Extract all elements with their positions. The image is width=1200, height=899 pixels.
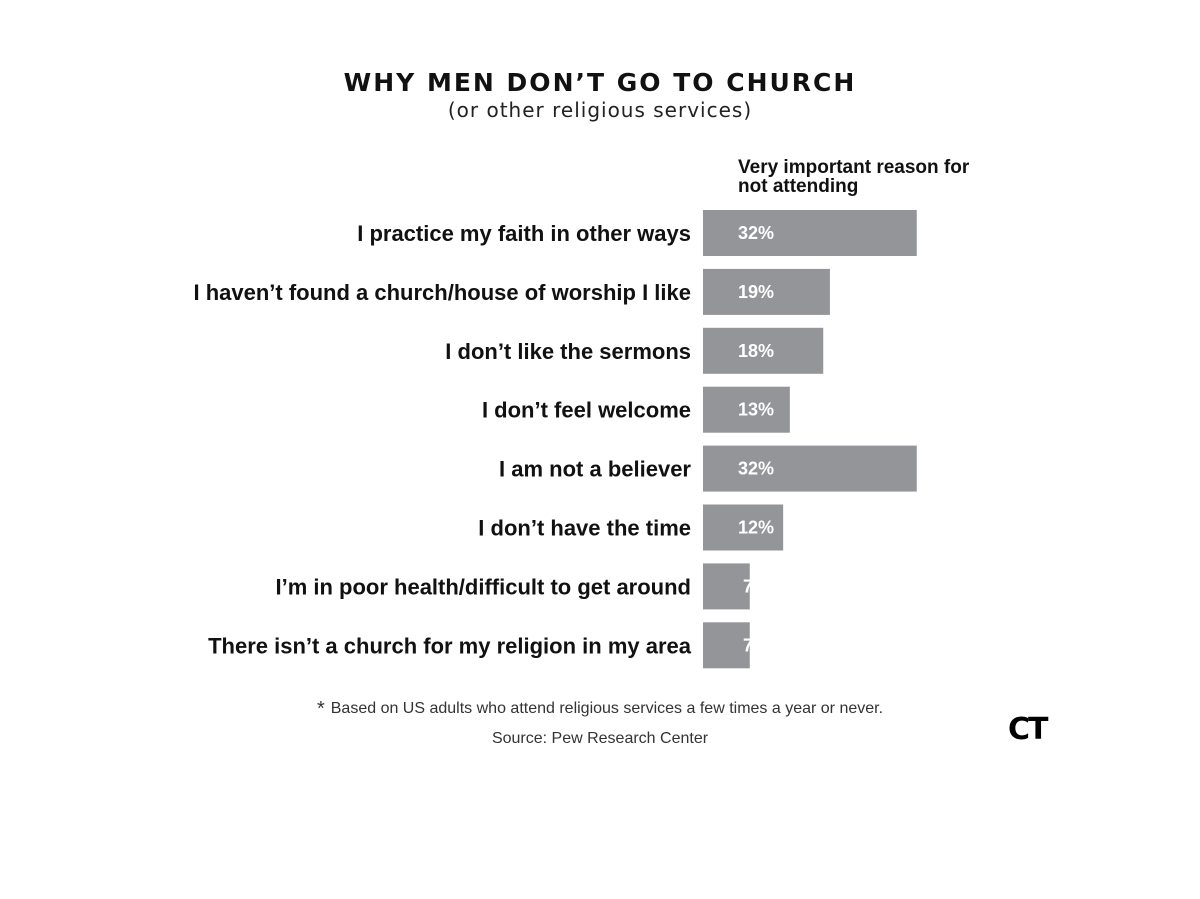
value-label-4: 13% [738,400,774,420]
bar-3 [703,327,824,374]
bar-5 [703,445,917,492]
value-label-2: 19% [738,282,774,302]
value-label-3: 18% [738,341,774,361]
bar-8 [703,622,750,669]
category-label-3: I don’t like the sermons [445,339,691,364]
bar-7 [703,563,750,610]
value-label-7: 7% [743,576,769,596]
footnote-marker: * [316,698,325,720]
category-label-1: I practice my faith in other ways [357,221,691,246]
category-label-8: There isn’t a church for my religion in … [208,633,692,658]
chart-title: WHY MEN DON’T GO TO CHURCH [343,68,857,97]
value-label-5: 32% [738,459,774,479]
column-header: Very important reason for not attending [738,157,970,197]
bar-2 [703,268,830,315]
category-label-2: I haven’t found a church/house of worshi… [193,280,691,305]
value-label-6: 12% [738,518,774,538]
footnote-text: Based on US adults who attend religious … [330,700,884,717]
footnote: * Based on US adults who attend religious… [0,698,1200,721]
category-label-7: I’m in poor health/difficult to get arou… [275,574,691,599]
bar-1 [703,210,917,256]
ct-logo: CT [1008,712,1049,747]
bar-4 [703,386,790,433]
value-label-1: 32% [738,223,774,243]
value-label-8: 7% [743,635,769,655]
category-label-4: I don’t feel welcome [482,398,691,423]
source-note: Source: Pew Research Center [491,730,709,747]
chart-subtitle: (or other religious services) [447,98,753,122]
category-label-5: I am not a believer [499,457,691,482]
bar-6 [703,504,784,551]
category-label-6: I don’t have the time [478,516,691,541]
